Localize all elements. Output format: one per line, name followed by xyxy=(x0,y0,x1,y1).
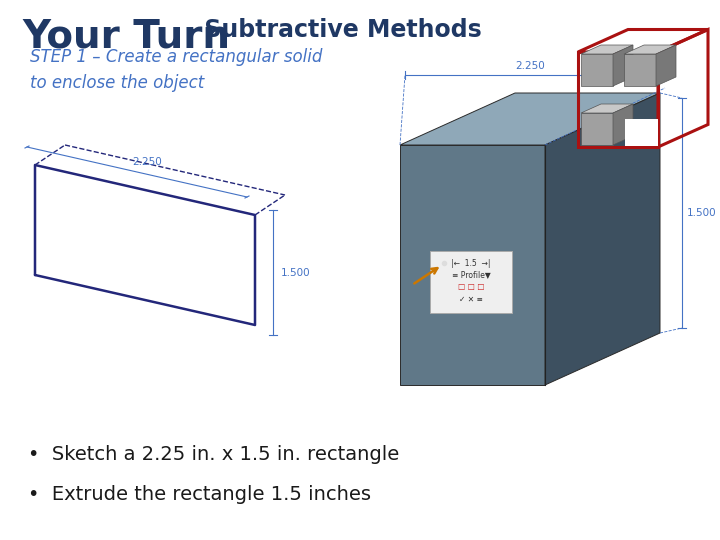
Polygon shape xyxy=(613,104,633,145)
Text: •  Extrude the rectangle 1.5 inches: • Extrude the rectangle 1.5 inches xyxy=(28,485,371,504)
Polygon shape xyxy=(545,93,660,385)
Polygon shape xyxy=(400,145,545,385)
Text: Your Turn: Your Turn xyxy=(22,18,230,56)
Text: 2.250: 2.250 xyxy=(515,61,545,71)
Polygon shape xyxy=(613,45,633,86)
Polygon shape xyxy=(581,54,613,86)
Bar xyxy=(430,251,512,313)
Polygon shape xyxy=(400,93,660,145)
Text: STEP 1 – Create a rectangular solid
to enclose the object: STEP 1 – Create a rectangular solid to e… xyxy=(30,48,323,92)
Polygon shape xyxy=(624,45,676,54)
Text: |←  1.5  →|: |← 1.5 →| xyxy=(451,259,491,267)
Text: ≡ Profile▼: ≡ Profile▼ xyxy=(451,271,490,280)
Text: 1.500: 1.500 xyxy=(281,267,310,278)
Polygon shape xyxy=(624,54,656,86)
Text: - Subtractive Methods: - Subtractive Methods xyxy=(178,18,482,42)
Text: 2.250: 2.250 xyxy=(132,157,162,167)
Text: □ □ □: □ □ □ xyxy=(458,282,485,292)
Text: 1.500: 1.500 xyxy=(687,208,716,218)
Bar xyxy=(625,119,658,146)
Polygon shape xyxy=(656,45,676,86)
Polygon shape xyxy=(581,45,633,54)
Text: ✓ ✕ ≡: ✓ ✕ ≡ xyxy=(459,294,483,303)
Polygon shape xyxy=(581,113,613,145)
Polygon shape xyxy=(581,104,633,113)
Text: •  Sketch a 2.25 in. x 1.5 in. rectangle: • Sketch a 2.25 in. x 1.5 in. rectangle xyxy=(28,445,400,464)
